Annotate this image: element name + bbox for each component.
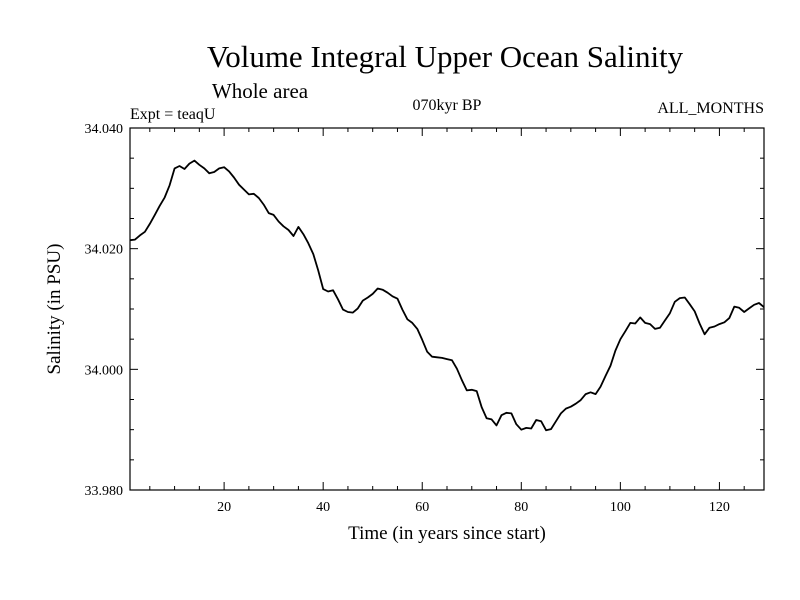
salinity-series-line: [129, 159, 765, 432]
period-label: 070kyr BP: [413, 97, 482, 114]
y-tick-label: 34.000: [85, 363, 124, 378]
x-tick-label: 40: [316, 500, 330, 515]
x-tick-label: 80: [514, 500, 528, 515]
y-tick-label: 34.040: [85, 122, 124, 137]
y-tick-label: 34.020: [85, 243, 124, 258]
x-tick-label: 100: [610, 500, 631, 515]
y-axis-ticks: 33.980 34.000 34.020 34.040: [85, 122, 764, 499]
months-label: ALL_MONTHS: [657, 100, 764, 117]
x-tick-label: 120: [709, 500, 730, 515]
x-axis-ticks: 20 40 60 80 100 120: [149, 128, 745, 515]
x-tick-label: 20: [217, 500, 231, 515]
expt-label: Expt = teaqU: [130, 106, 216, 123]
plot-frame: [129, 127, 765, 491]
x-tick-label: 60: [415, 500, 429, 515]
chart-subtitle: Whole area: [212, 79, 309, 103]
y-tick-label: 33.980: [85, 484, 124, 499]
chart-title: Volume Integral Upper Ocean Salinity: [207, 39, 684, 74]
y-axis-label: Salinity (in PSU): [44, 244, 65, 375]
x-axis-label: Time (in years since start): [348, 523, 546, 544]
